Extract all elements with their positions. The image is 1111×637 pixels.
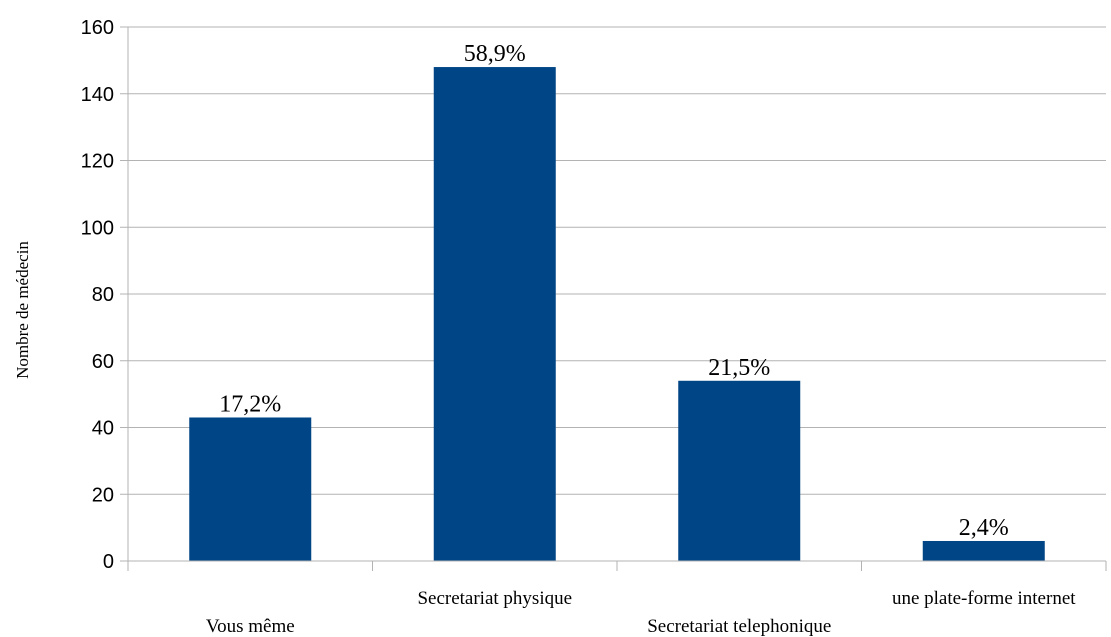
y-axis-title: Nombre de médecin <box>13 241 32 379</box>
bars <box>189 67 1045 562</box>
bar <box>433 67 556 562</box>
data-label: 2,4% <box>959 515 1009 541</box>
x-category-label: Vous même <box>206 616 295 637</box>
bar <box>922 540 1045 561</box>
x-axis-categories: Vous même Secretariat physique Secretariat… <box>206 588 1076 637</box>
y-tick-label: 20 <box>92 484 114 506</box>
axes <box>127 27 1107 571</box>
data-labels: 17,2% 58,9% 21,5% 2,4% <box>219 41 1009 541</box>
y-tick-label: 0 <box>103 551 114 573</box>
data-label: 58,9% <box>464 41 526 67</box>
y-tick-label: 120 <box>81 151 114 173</box>
x-category-label: une plate-forme internet <box>892 588 1076 609</box>
bar <box>189 417 312 561</box>
data-label: 21,5% <box>708 355 770 381</box>
y-tick-label: 100 <box>81 217 114 239</box>
bar <box>678 380 801 561</box>
y-tick-label: 40 <box>92 418 114 440</box>
data-label: 17,2% <box>219 391 281 417</box>
y-axis-ticks: 0 20 40 60 80 100 120 140 160 <box>81 17 128 573</box>
x-category-label: Secretariat physique <box>417 588 572 609</box>
x-category-label: Secretariat telephonique <box>647 616 831 637</box>
y-tick-label: 140 <box>81 84 114 106</box>
y-tick-label: 160 <box>81 17 114 39</box>
y-tick-label: 80 <box>92 284 114 306</box>
y-tick-label: 60 <box>92 351 114 373</box>
